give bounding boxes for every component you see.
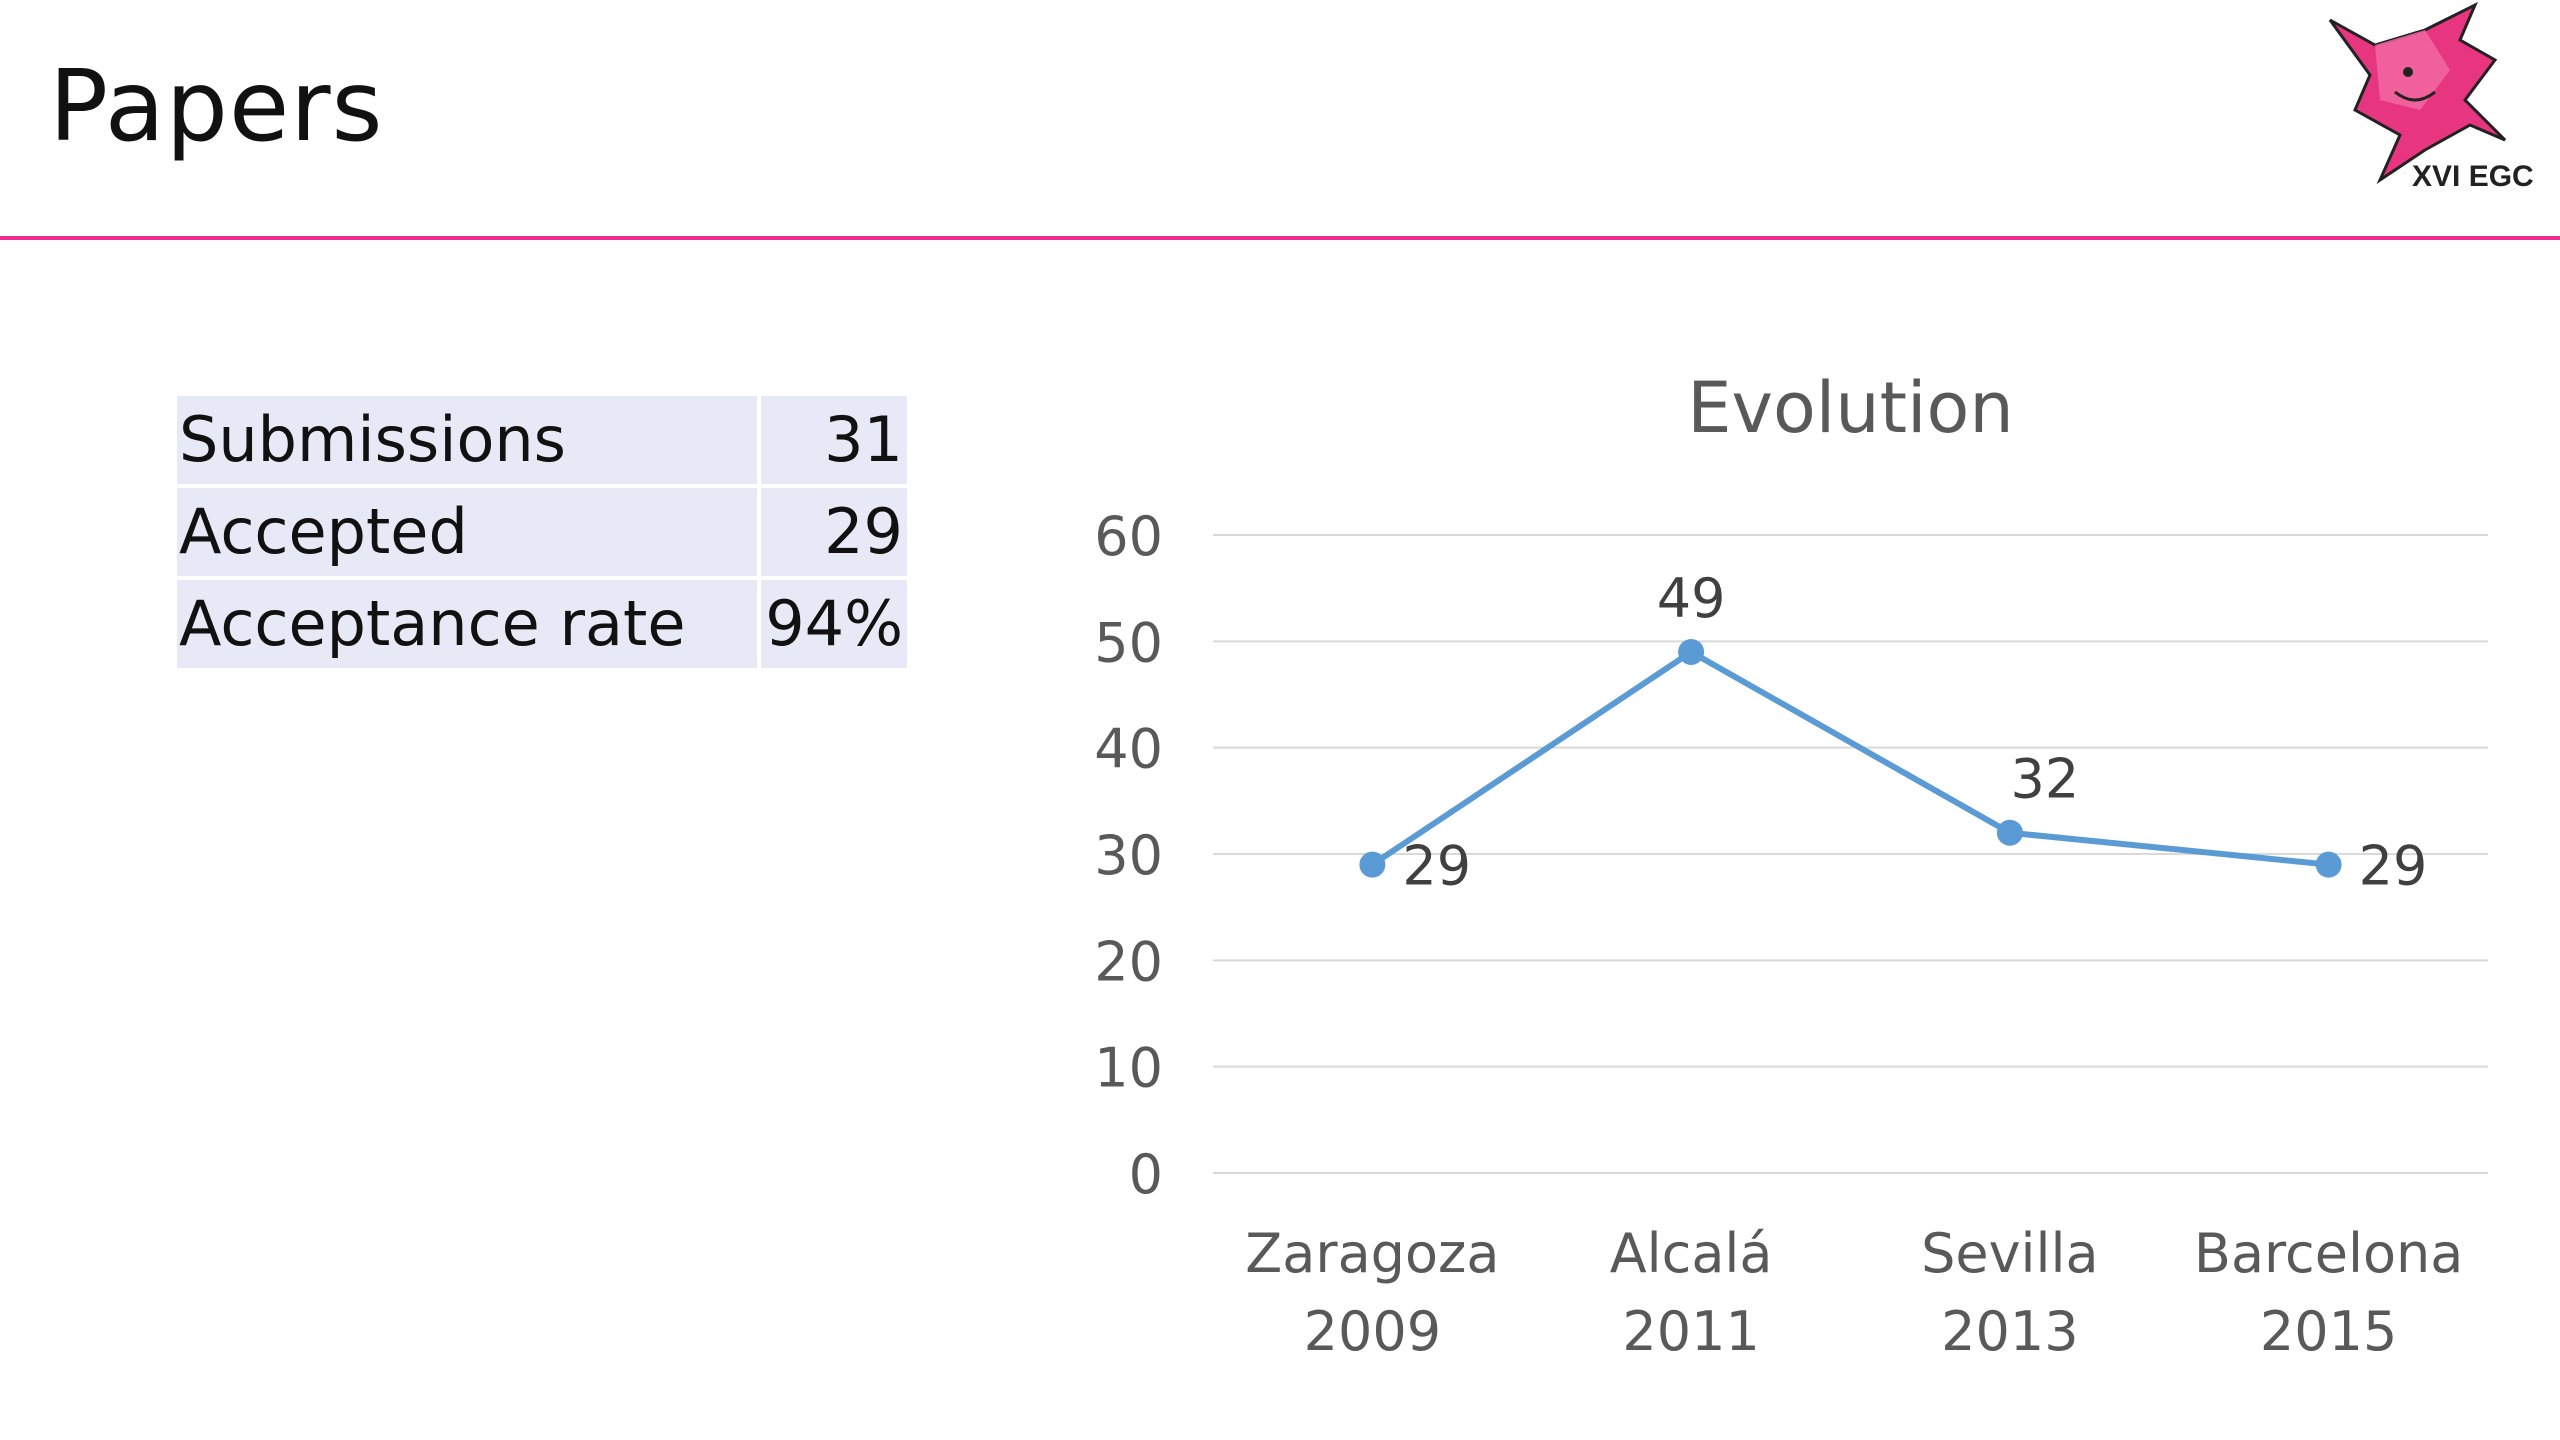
y-tick-label: 30 <box>1094 824 1163 887</box>
x-tick-label: Alcalá <box>1610 1222 1773 1285</box>
y-tick-label: 10 <box>1094 1037 1163 1100</box>
page-title: Papers <box>49 50 384 164</box>
stat-value: 29 <box>761 488 907 576</box>
stat-label: Accepted <box>177 488 761 576</box>
x-tick-label: Sevilla <box>1921 1222 2099 1285</box>
logo-text: XVI EGC <box>2412 160 2534 193</box>
y-tick-label: 20 <box>1094 930 1163 993</box>
stat-value: 94% <box>761 580 907 668</box>
header-rule <box>0 236 2560 240</box>
data-label: 29 <box>1402 835 1471 898</box>
table-row: Acceptance rate 94% <box>177 580 907 668</box>
stat-value: 31 <box>761 396 907 484</box>
data-label: 32 <box>2011 748 2080 811</box>
x-tick-label: 2013 <box>1941 1300 2078 1363</box>
y-tick-label: 50 <box>1094 611 1163 674</box>
x-tick-label: 2009 <box>1304 1300 1441 1363</box>
chart-title: Evolution <box>1687 367 2013 449</box>
data-point <box>1678 638 1705 665</box>
y-tick-label: 0 <box>1129 1143 1163 1206</box>
evolution-chart: Evolution 0 10 20 30 40 50 60 Zaragoza 2009 Alcalá… <box>1040 360 2540 1400</box>
stats-table: Submissions 31 Accepted 29 Acceptance ra… <box>177 392 907 672</box>
x-tick-label: Zaragoza <box>1245 1222 1499 1285</box>
x-tick-label: 2015 <box>2260 1300 2397 1363</box>
stat-label: Submissions <box>177 396 761 484</box>
egc-logo-icon <box>2328 1 2507 185</box>
table-row: Submissions 31 <box>177 396 907 484</box>
data-point <box>1996 819 2023 846</box>
data-label: 49 <box>1657 567 1726 630</box>
data-point <box>1359 851 1386 878</box>
stat-label: Acceptance rate <box>177 580 761 668</box>
y-tick-label: 40 <box>1094 718 1163 781</box>
y-tick-label: 60 <box>1094 505 1163 568</box>
data-point <box>2315 851 2342 878</box>
data-label: 29 <box>2359 835 2428 898</box>
chart-svg: Evolution 0 10 20 30 40 50 60 Zaragoza 2009 Alcalá… <box>1094 367 2488 1363</box>
series-line <box>1370 648 2329 868</box>
x-tick-label: 2011 <box>1622 1300 1759 1363</box>
table-row: Accepted 29 <box>177 488 907 576</box>
x-tick-label: Barcelona <box>2194 1222 2463 1285</box>
